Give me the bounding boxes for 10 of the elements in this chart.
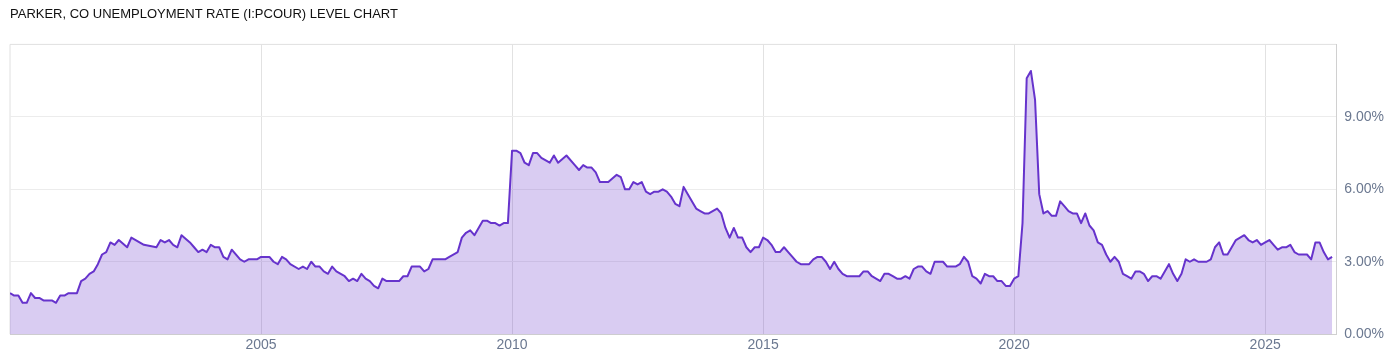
x-tick-label: 2005 xyxy=(245,336,277,353)
y-tick-label: 9.00% xyxy=(1344,107,1385,124)
x-tick-label: 2020 xyxy=(998,336,1030,353)
y-tick-label: 3.00% xyxy=(1344,252,1385,269)
y-tick-label: 6.00% xyxy=(1344,180,1385,197)
x-tick-label: 2015 xyxy=(747,336,779,353)
x-tick-label: 2010 xyxy=(496,336,528,353)
y-tick-label: 0.00% xyxy=(1344,325,1385,342)
chart-title: PARKER, CO UNEMPLOYMENT RATE (I:PCOUR) LEVEL CHART xyxy=(9,5,399,23)
x-tick-label: 2025 xyxy=(1249,336,1281,353)
